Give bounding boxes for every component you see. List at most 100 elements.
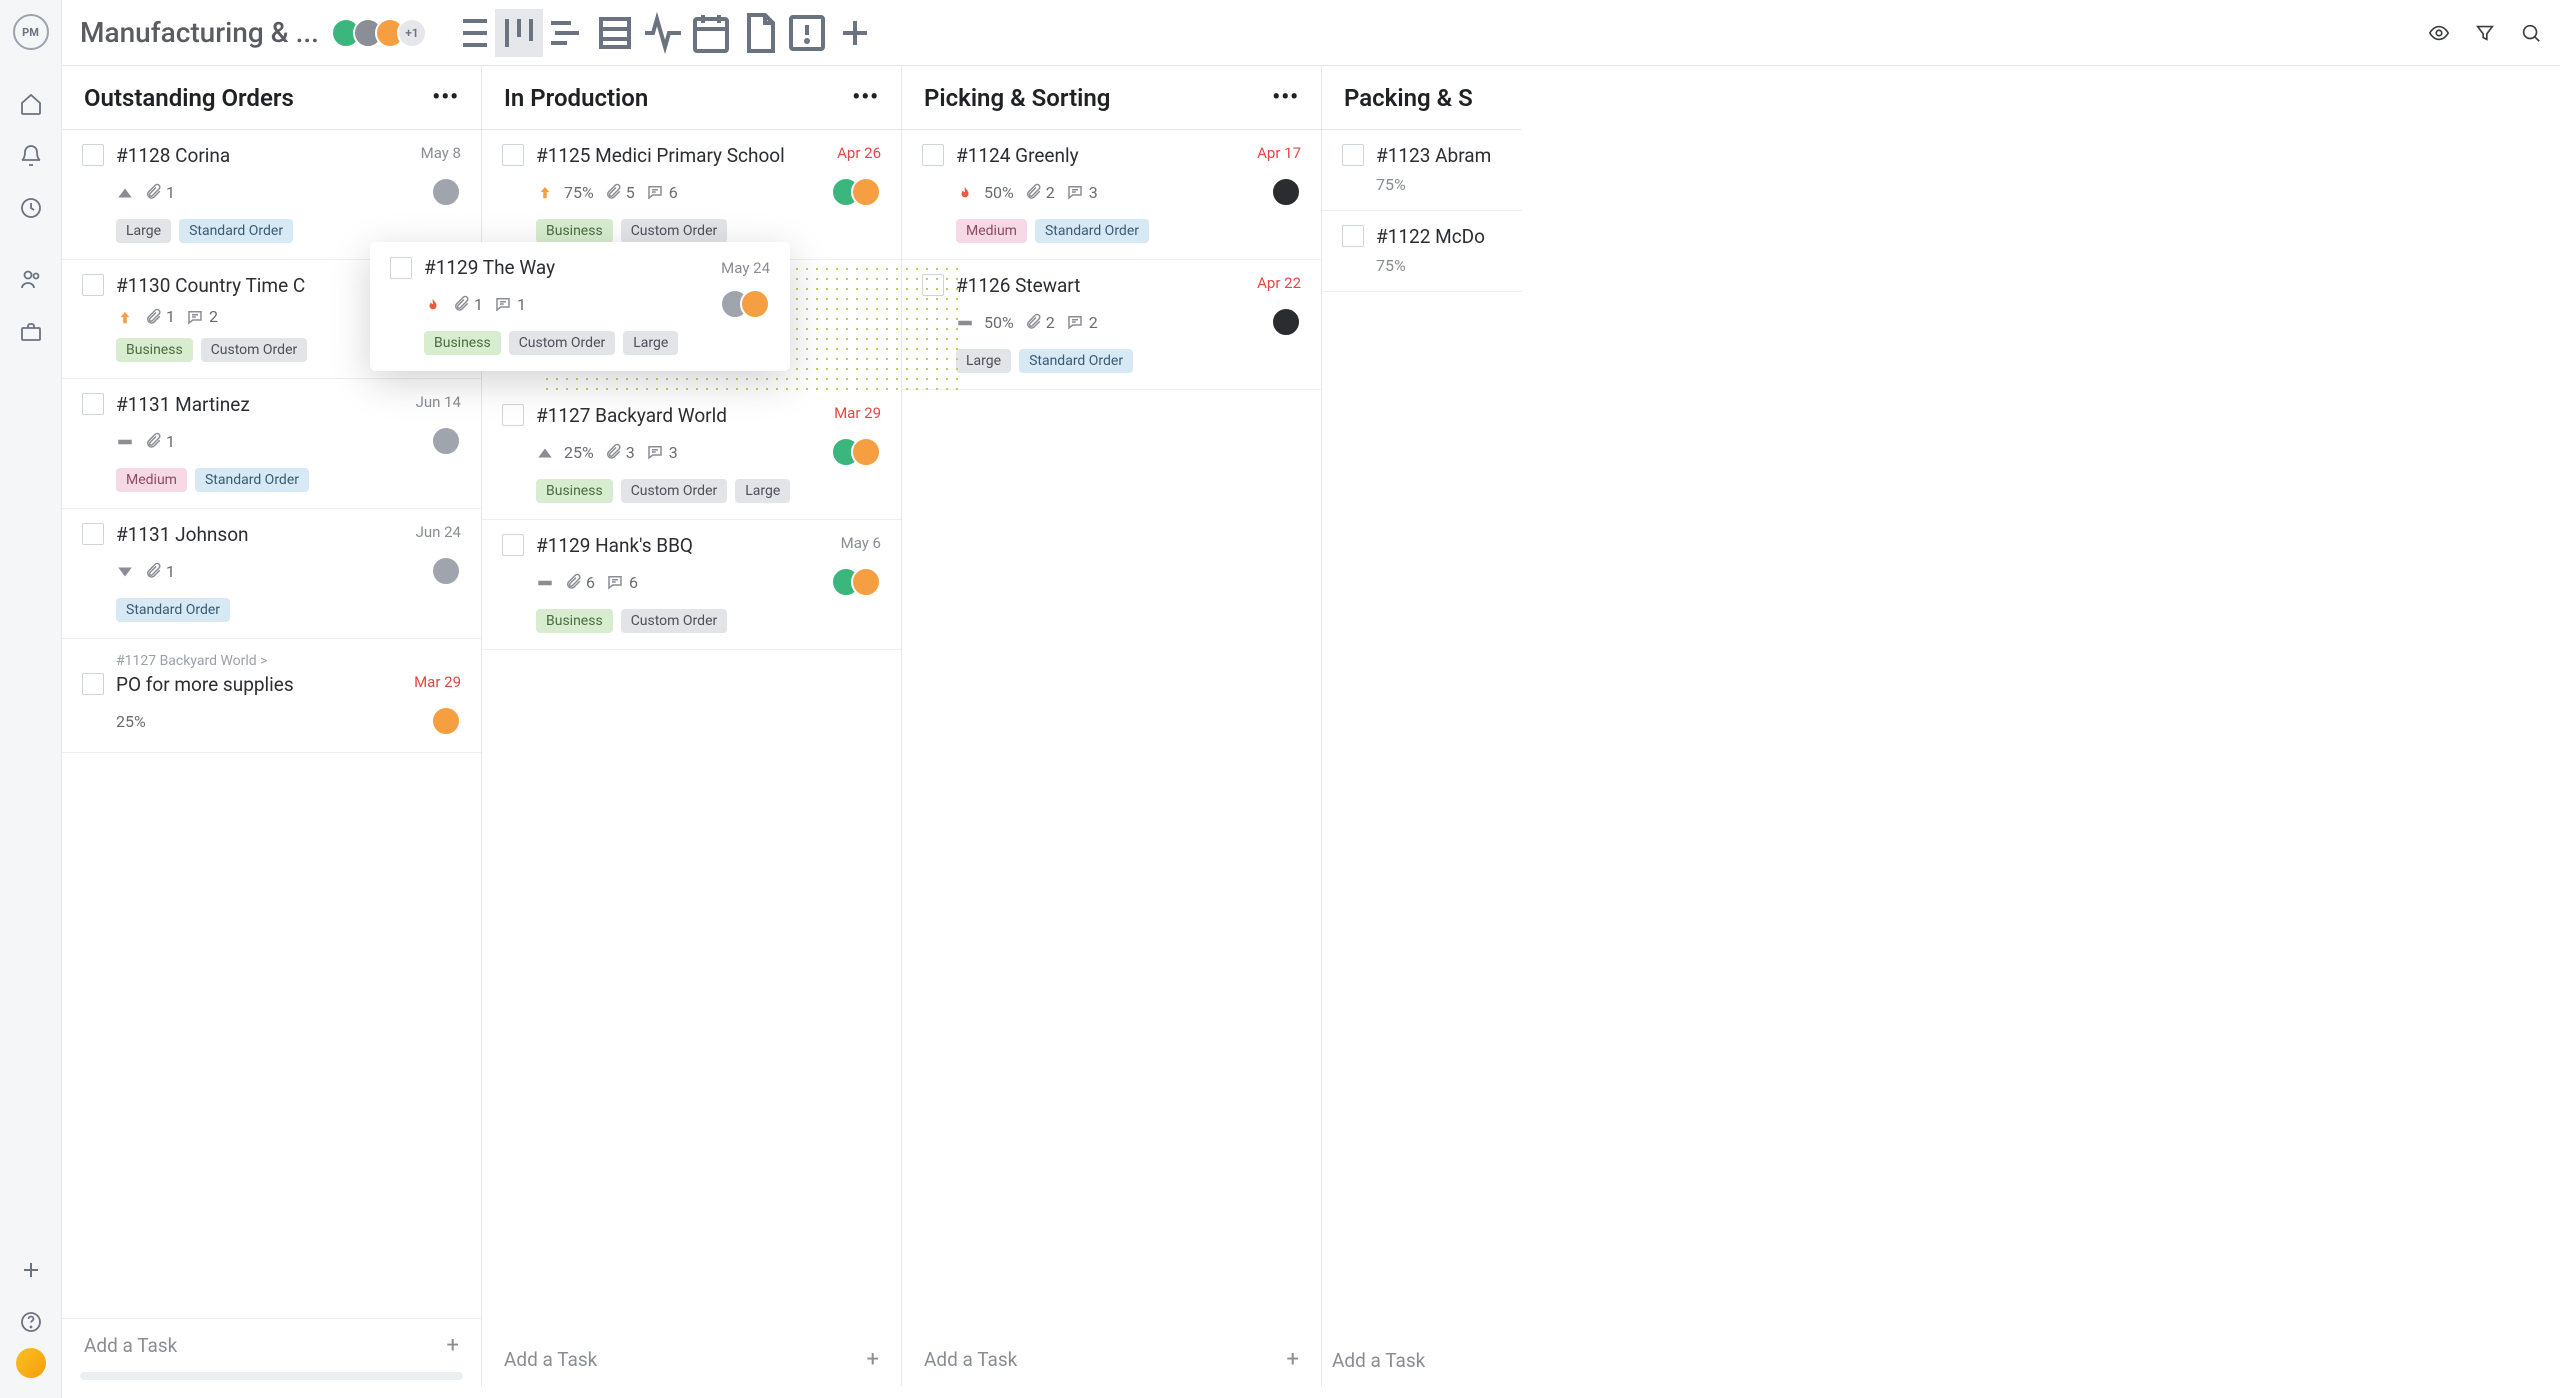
task-card[interactable]: #1131 MartinezJun 141MediumStandard Orde… (62, 379, 481, 509)
task-checkbox[interactable] (502, 534, 524, 556)
board-view-icon[interactable] (495, 9, 543, 57)
attachment-count: 1 (452, 295, 483, 314)
task-checkbox[interactable] (82, 274, 104, 296)
task-checkbox[interactable] (82, 144, 104, 166)
file-icon[interactable] (735, 9, 783, 57)
avatar[interactable] (431, 426, 461, 456)
tag: Standard Order (179, 219, 293, 243)
attachment-count: 3 (604, 443, 635, 462)
app-logo[interactable]: PM (13, 14, 49, 50)
add-view-icon[interactable] (831, 9, 879, 57)
member-avatars[interactable]: +1 (339, 18, 427, 48)
task-card[interactable]: #1128 CorinaMay 81LargeStandard Order (62, 130, 481, 260)
avatar[interactable] (1271, 177, 1301, 207)
calendar-icon[interactable] (687, 9, 735, 57)
help-icon[interactable] (19, 1310, 43, 1334)
column-header: Outstanding Orders••• (62, 66, 481, 130)
search-icon[interactable] (2520, 22, 2542, 44)
warning-icon[interactable] (783, 9, 831, 57)
priority-icon (956, 185, 974, 199)
add-task-button[interactable]: Add a Task+ (902, 1333, 1321, 1386)
task-card[interactable]: #1127 Backyard World >PO for more suppli… (62, 639, 481, 753)
task-date: May 8 (421, 144, 461, 162)
task-checkbox[interactable] (922, 144, 944, 166)
task-checkbox[interactable] (1342, 225, 1364, 247)
task-checkbox[interactable] (82, 673, 104, 695)
priority-icon (116, 185, 134, 199)
assignees (441, 556, 461, 586)
attachment-count: 5 (604, 183, 635, 202)
attachment-count: 2 (1024, 313, 1055, 332)
task-card[interactable]: #1131 JohnsonJun 241Standard Order (62, 509, 481, 639)
avatar[interactable] (431, 556, 461, 586)
task-card[interactable]: #1126 StewartApr 2250%22LargeStandard Or… (902, 260, 1321, 390)
task-card[interactable]: #1122 McDo75% (1322, 211, 1522, 292)
avatar-more[interactable]: +1 (397, 18, 427, 48)
left-sidebar: PM (0, 0, 62, 1398)
avatar[interactable] (1271, 307, 1301, 337)
avatar[interactable] (851, 437, 881, 467)
avatar[interactable] (740, 289, 770, 319)
list-view-icon[interactable] (447, 9, 495, 57)
task-date: Apr 22 (1257, 274, 1301, 292)
gantt-view-icon[interactable] (543, 9, 591, 57)
add-task-button[interactable]: Add a Task (1322, 1335, 1522, 1386)
eye-icon[interactable] (2428, 22, 2450, 44)
task-card[interactable]: #1125 Medici Primary SchoolApr 2675%56Bu… (482, 130, 901, 260)
task-title: #1122 McDo (1376, 225, 1502, 248)
task-card[interactable]: #1127 Backyard WorldMar 2925%33BusinessC… (482, 390, 901, 520)
attachment-count: 1 (144, 183, 175, 202)
clock-icon[interactable] (19, 196, 43, 220)
sheet-view-icon[interactable] (591, 9, 639, 57)
task-progress: 75% (1342, 175, 1502, 194)
column-header: Picking & Sorting••• (902, 66, 1321, 130)
task-tags: LargeStandard Order (82, 219, 461, 243)
home-icon[interactable] (19, 92, 43, 116)
avatar[interactable] (851, 177, 881, 207)
briefcase-icon[interactable] (19, 320, 43, 344)
tag: Custom Order (201, 338, 308, 362)
assignees (730, 289, 770, 319)
avatar[interactable] (431, 706, 461, 736)
task-checkbox[interactable] (1342, 144, 1364, 166)
task-card[interactable]: #1123 Abram 75% (1322, 130, 1522, 211)
bell-icon[interactable] (19, 144, 43, 168)
avatar[interactable] (431, 177, 461, 207)
task-checkbox[interactable] (502, 144, 524, 166)
column-menu-icon[interactable]: ••• (852, 85, 879, 110)
add-task-button[interactable]: Add a Task+ (62, 1318, 481, 1372)
team-icon[interactable] (19, 268, 43, 292)
user-avatar[interactable] (16, 1348, 46, 1378)
dragging-card[interactable]: #1129 The WayMay 2411BusinessCustom Orde… (370, 242, 790, 371)
assignees (441, 426, 461, 456)
column-menu-icon[interactable]: ••• (432, 85, 459, 110)
task-progress: 25% (564, 443, 594, 462)
tag: Custom Order (621, 609, 728, 633)
task-checkbox[interactable] (82, 523, 104, 545)
add-task-button[interactable]: Add a Task+ (482, 1333, 901, 1386)
priority-icon (536, 575, 554, 589)
plus-icon[interactable] (19, 1258, 43, 1282)
comment-count: 2 (185, 307, 218, 326)
project-title[interactable]: Manufacturing & ... (80, 16, 319, 49)
parent-task-ref: #1127 Backyard World > (82, 653, 461, 669)
filter-icon[interactable] (2474, 22, 2496, 44)
assignees (841, 177, 881, 207)
tag: Medium (116, 468, 187, 492)
priority-icon (424, 297, 442, 311)
task-checkbox[interactable] (82, 393, 104, 415)
column-menu-icon[interactable]: ••• (1272, 85, 1299, 110)
column-title: In Production (504, 84, 648, 112)
activity-icon[interactable] (639, 9, 687, 57)
tag: Standard Order (116, 598, 230, 622)
avatar[interactable] (851, 567, 881, 597)
task-checkbox[interactable] (390, 257, 412, 279)
task-card[interactable]: #1124 GreenlyApr 1750%23MediumStandard O… (902, 130, 1321, 260)
tag: Standard Order (1019, 349, 1133, 373)
task-card[interactable]: #1129 Hank's BBQMay 666BusinessCustom Or… (482, 520, 901, 650)
scrollbar[interactable] (80, 1372, 463, 1380)
task-checkbox[interactable] (502, 404, 524, 426)
task-title: #1129 Hank's BBQ (536, 534, 833, 557)
task-progress: 25% (116, 712, 146, 731)
task-title: #1123 Abram (1376, 144, 1502, 167)
